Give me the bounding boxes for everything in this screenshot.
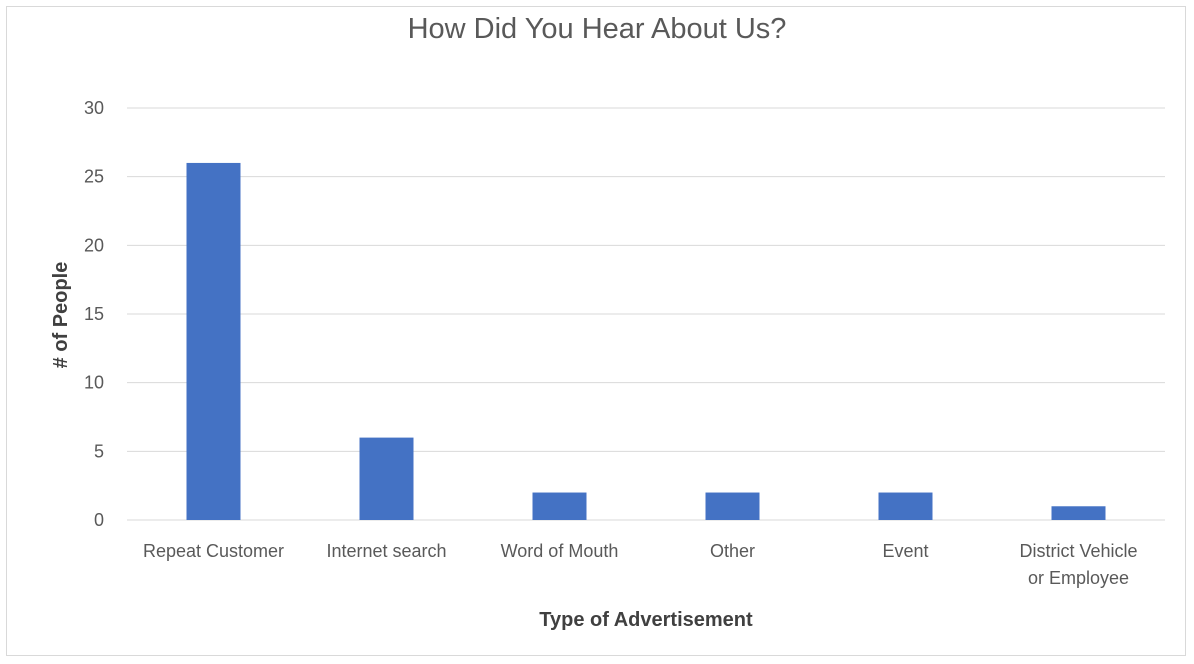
bar	[532, 492, 587, 520]
x-tick-label: Internet search	[326, 541, 446, 561]
chart-title: How Did You Hear About Us?	[408, 13, 787, 45]
y-axis-ticks: 0 5 10 15 20 25 30	[84, 98, 104, 530]
x-tick-label: Word of Mouth	[501, 541, 619, 561]
y-tick-label: 0	[94, 510, 104, 530]
bar	[359, 437, 414, 520]
x-tick-label-line: Repeat Customer	[143, 541, 284, 561]
x-tick-label: Event	[882, 541, 928, 561]
bar	[186, 162, 241, 520]
x-tick-label: District Vehicle or Employee	[1019, 541, 1137, 588]
x-axis-title: Type of Advertisement	[539, 609, 753, 631]
y-tick-label: 15	[84, 304, 104, 324]
y-tick-label: 25	[84, 167, 104, 187]
x-tick-label-line: Internet search	[326, 541, 446, 561]
y-tick-label: 10	[84, 373, 104, 393]
x-tick-label: Repeat Customer	[143, 541, 284, 561]
x-tick-label-line: District Vehicle	[1019, 541, 1137, 561]
y-tick-label: 30	[84, 98, 104, 118]
bar	[878, 492, 933, 520]
x-tick-label-line: Event	[882, 541, 928, 561]
bars	[186, 162, 1106, 520]
x-tick-label-line: or Employee	[1028, 568, 1129, 588]
x-tick-label: Other	[710, 541, 755, 561]
x-axis-ticks: Repeat Customer Internet search Word of Mo…	[143, 541, 1138, 588]
gridlines	[127, 107, 1165, 521]
bar	[705, 492, 760, 520]
y-tick-label: 20	[84, 235, 104, 255]
bar	[1051, 506, 1106, 520]
y-tick-label: 5	[94, 441, 104, 461]
y-axis-title: # of People	[50, 262, 72, 369]
x-tick-label-line: Other	[710, 541, 755, 561]
x-tick-label-line: Word of Mouth	[501, 541, 619, 561]
